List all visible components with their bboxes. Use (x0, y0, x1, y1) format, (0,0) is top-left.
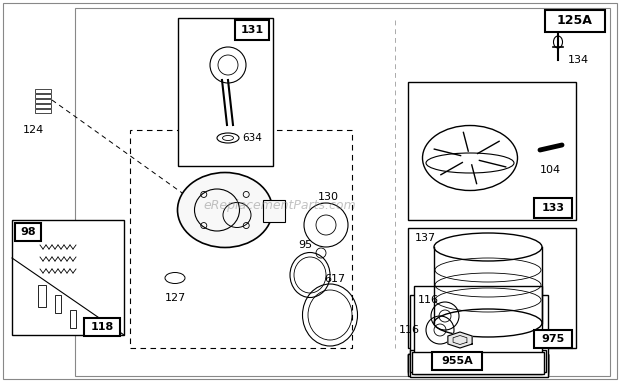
Bar (263, 200, 285, 222)
Text: 134: 134 (568, 55, 589, 65)
Bar (35, 94, 51, 98)
Text: 131: 131 (241, 25, 264, 35)
Text: 130: 130 (317, 192, 339, 202)
Bar (12, 220, 124, 335)
Text: 104: 104 (540, 165, 561, 175)
Text: 133: 133 (541, 203, 564, 213)
Bar (35, 109, 51, 113)
Bar (534, 198, 572, 218)
Bar (408, 354, 548, 374)
Text: 617: 617 (324, 274, 345, 284)
Bar (35, 99, 51, 103)
Text: 634: 634 (242, 133, 262, 143)
Bar (178, 18, 273, 166)
Text: 955A: 955A (441, 356, 473, 366)
Text: 98: 98 (20, 227, 36, 237)
Bar (534, 330, 572, 348)
Bar (235, 20, 269, 40)
Bar (410, 350, 546, 372)
Bar (408, 228, 576, 348)
Bar (408, 354, 548, 376)
Bar (408, 82, 576, 220)
Bar (70, 310, 76, 328)
Bar (15, 223, 41, 241)
Bar (35, 104, 51, 108)
Polygon shape (448, 332, 472, 348)
Bar (410, 350, 546, 372)
Text: eReplacementParts.com: eReplacementParts.com (204, 199, 356, 212)
Bar (432, 352, 482, 370)
Ellipse shape (177, 173, 273, 248)
Bar (130, 130, 352, 348)
Bar (412, 352, 544, 374)
Bar (408, 354, 548, 372)
Text: 116: 116 (418, 295, 439, 305)
Bar (410, 295, 548, 377)
Bar (55, 295, 61, 313)
Text: 124: 124 (22, 125, 43, 135)
Bar (35, 89, 51, 93)
Text: 118: 118 (91, 322, 113, 332)
Bar (75, 8, 610, 376)
Text: 116: 116 (399, 325, 420, 335)
Bar (84, 318, 120, 336)
Text: 127: 127 (164, 293, 185, 303)
Text: 95: 95 (298, 240, 312, 250)
Text: 125A: 125A (557, 15, 593, 28)
Bar (414, 286, 542, 374)
Bar (545, 10, 605, 32)
Text: 137: 137 (415, 233, 436, 243)
Text: 975: 975 (541, 334, 565, 344)
Bar (38, 285, 46, 307)
